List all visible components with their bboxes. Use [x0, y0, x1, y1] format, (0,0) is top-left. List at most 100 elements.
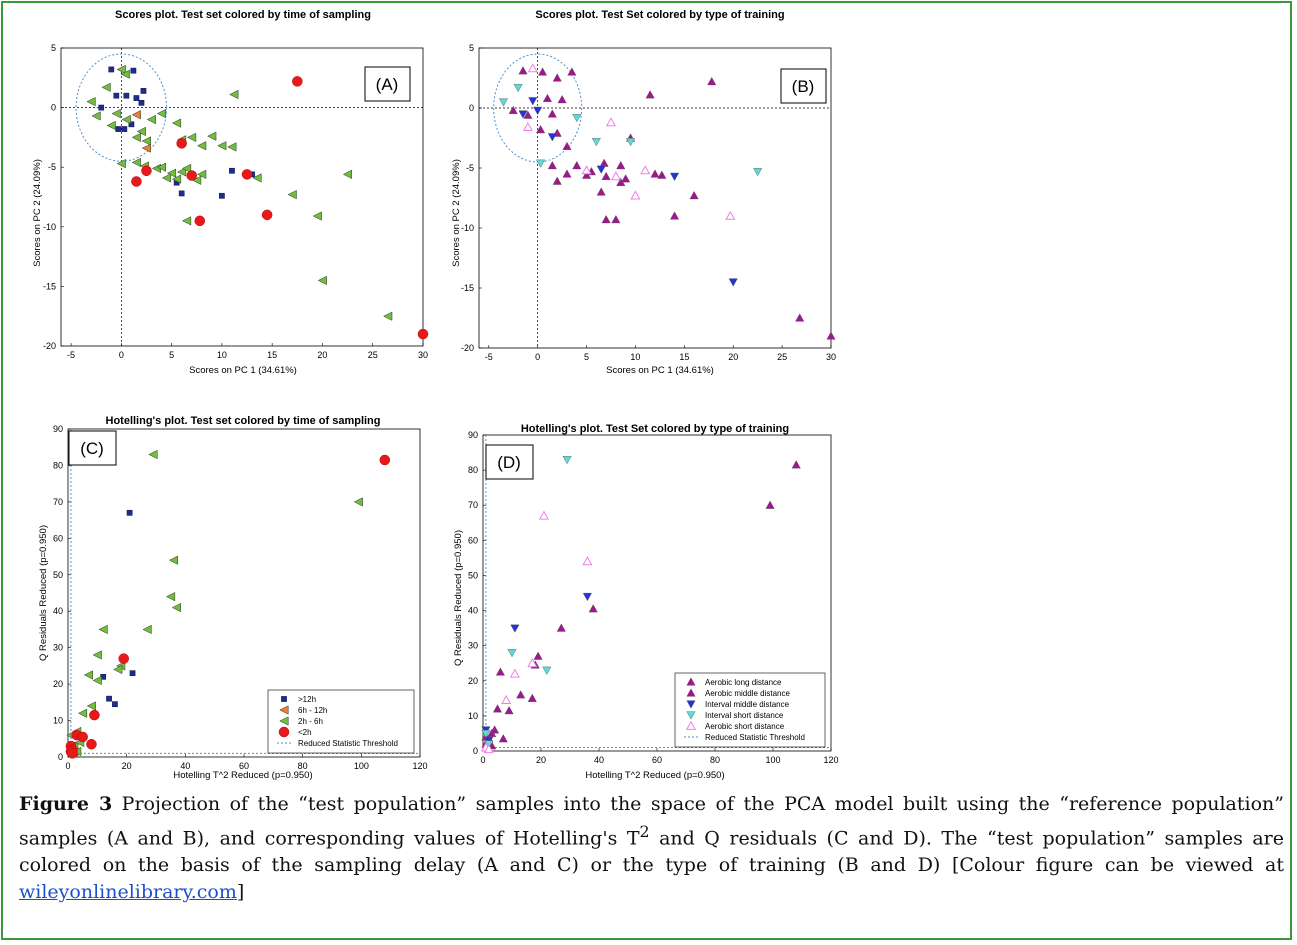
panel-c-point: [118, 653, 129, 664]
panel-d-xtick-label: 0: [480, 755, 485, 765]
figure-canvas: Scores plot. Test set colored by time of…: [32, 9, 839, 781]
panel-c-point: [92, 675, 102, 686]
panel-a-label: (A): [376, 75, 399, 94]
panel-d-point: [533, 651, 543, 660]
panel-b-point: [547, 160, 557, 170]
panel-c-legend-marker: [279, 705, 289, 715]
figure-caption: Figure 3 Projection of the “test populat…: [19, 791, 1284, 906]
panel-b-ytick-label: 5: [469, 43, 474, 53]
panel-a-point: [156, 108, 167, 119]
panel-b-point: [542, 93, 552, 102]
panel-c-point: [67, 748, 78, 759]
panel-c-ytick-label: 90: [53, 424, 63, 434]
panel-c-legend-label: <2h: [298, 728, 312, 737]
panel-a-point: [178, 190, 185, 197]
panel-a-point: [141, 136, 151, 146]
panel-c-xtick-label: 60: [239, 761, 249, 771]
panel-c-point: [98, 624, 108, 635]
panel-b-point: [596, 165, 606, 174]
panel-d-ytick-label: 80: [468, 465, 478, 475]
panel-c-label: (C): [80, 439, 104, 458]
panel-a-ytick-label: 0: [51, 103, 56, 113]
panel-b-point: [725, 210, 736, 220]
panel-a-xtick-label: 5: [169, 350, 174, 360]
panel-d-ytick-label: 50: [468, 570, 478, 580]
panel-a-confidence-ellipse: [75, 53, 168, 162]
panel-c-label-box: [68, 430, 117, 466]
panel-b-xtick-label: 0: [535, 352, 540, 362]
panel-a-xtick-label: 25: [368, 350, 378, 360]
panel-b-point: [562, 141, 572, 150]
caption-text-1: Projection of the “test population” samp…: [19, 793, 1284, 850]
panel-d-legend-marker: [685, 720, 697, 730]
panel-a-point: [116, 159, 126, 169]
panel-b-point: [616, 160, 626, 170]
panel-d-xtick-label: 60: [652, 755, 662, 765]
panel-a-title: Scores plot. Test set colored by time of…: [115, 9, 371, 21]
panel-d-legend-label: Aerobic middle distance: [705, 689, 790, 698]
panel-d-legend-marker: [686, 688, 696, 697]
panel-d-point: [481, 729, 491, 739]
panel-c-ytick-label: 0: [58, 752, 63, 762]
panel-a-point: [383, 311, 393, 321]
panel-d-ytick-label: 30: [468, 641, 478, 651]
panel-a-ytick-label: -5: [48, 162, 56, 172]
panel-c-ytick-label: 10: [53, 716, 63, 726]
panel-b-xtick-label: -5: [485, 352, 493, 362]
panel-b-point: [621, 174, 631, 183]
panel-d-point: [542, 666, 552, 675]
panel-b-point: [591, 138, 601, 147]
panel-a-point: [101, 82, 111, 92]
panel-a-point: [197, 169, 207, 179]
panel-c-legend-box: [267, 689, 415, 754]
panel-d-ytick-label: 60: [468, 535, 478, 545]
panel-c-ytick-label: 80: [53, 460, 63, 470]
panel-d-point: [582, 592, 592, 602]
panel-b-point: [657, 170, 667, 179]
panel-b-title: Scores plot. Test Set colored by type of…: [535, 9, 784, 21]
panel-a: Scores plot. Test set colored by time of…: [32, 9, 429, 376]
panel-b-label: (B): [792, 77, 815, 96]
panel-d-ytick-label: 40: [468, 606, 478, 616]
panel-b-point: [498, 98, 508, 107]
panel-d-point: [538, 510, 549, 520]
panel-c-legend-marker: [278, 726, 290, 738]
panel-b-xtick-label: 30: [826, 352, 836, 362]
panel-b-xtick-label: 20: [728, 352, 738, 362]
panel-b-point: [645, 90, 655, 99]
panel-b-point: [753, 168, 763, 177]
panel-a-point: [146, 114, 156, 125]
panel-c-xtick-label: 80: [298, 761, 308, 771]
panel-c-point: [106, 695, 112, 702]
panel-a-point: [141, 143, 151, 153]
panel-a-ytick-label: -10: [43, 222, 56, 232]
panel-a-ytick-label: 5: [51, 43, 56, 53]
panel-a-point: [120, 69, 130, 79]
panel-d-legend-label: Aerobic long distance: [705, 678, 782, 687]
panel-b-point: [527, 63, 538, 73]
panel-a-point: [252, 173, 262, 183]
panel-c-point: [148, 449, 158, 460]
panel-c-xtick-label: 0: [65, 761, 70, 771]
panel-a-point: [229, 167, 235, 174]
panel-c-ylabel: Q Residuals Reduced (p=0.950): [38, 525, 49, 661]
panel-d-title: Hotelling's plot. Test Set colored by ty…: [521, 423, 789, 435]
caption-superscript: 2: [639, 822, 650, 841]
panel-a-point: [128, 121, 135, 128]
panel-b-point: [728, 278, 738, 287]
panel-c-ytick-label: 50: [53, 570, 63, 580]
panel-a-point: [138, 99, 145, 106]
panel-b-point: [528, 97, 538, 106]
panel-c-ytick-label: 40: [53, 606, 63, 616]
panel-a-point: [181, 163, 192, 173]
panel-b-point: [670, 172, 680, 182]
panel-d-point: [509, 668, 520, 678]
panel-a-point: [121, 126, 128, 132]
caption-link[interactable]: wileyonlinelibrary.com: [19, 881, 237, 904]
panel-c-xtick-label: 20: [122, 761, 132, 771]
panel-a-ytick-label: -20: [43, 341, 56, 351]
panel-a-point: [287, 190, 297, 200]
panel-b-point: [581, 165, 592, 175]
panel-a-point: [108, 66, 115, 73]
